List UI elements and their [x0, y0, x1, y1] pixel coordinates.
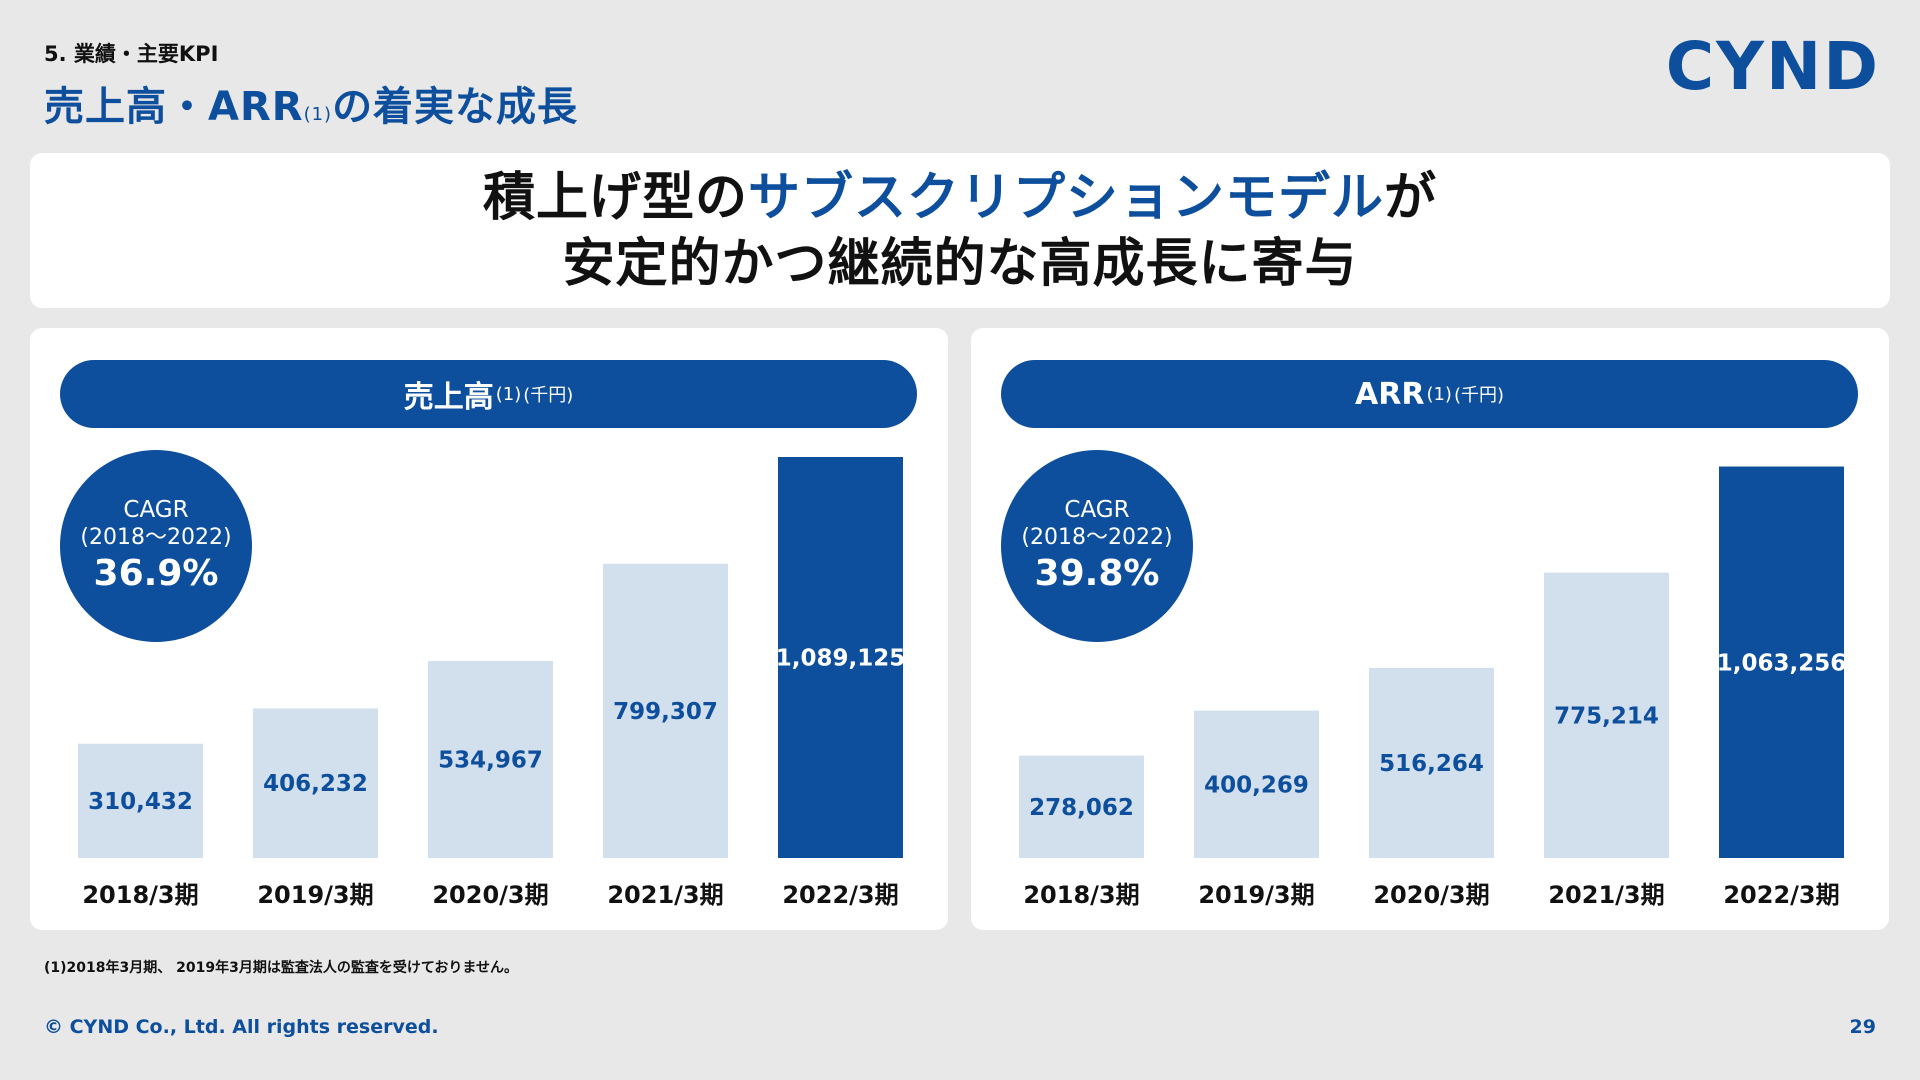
data-label: 400,269	[1204, 772, 1309, 798]
category-label: 2020/3期	[1373, 881, 1489, 909]
arr-chart: 278,062 2018/3期 400,269 2019/3期 516,264 2020/…	[1019, 466, 1847, 909]
arr-chart-card: 278,062 2018/3期 400,269 2019/3期 516,264 2020/…	[971, 328, 1889, 930]
headline-post: が	[1384, 167, 1438, 228]
footnote: (1)2018年3月期、 2019年3月期は監査法人の監査を受けておりません。	[44, 960, 518, 976]
bar-2019/3期	[1194, 710, 1319, 858]
page-title: 売上高・ARR(1)の着実な成長	[44, 74, 578, 132]
revenue-title-unit: (千円)	[523, 385, 574, 406]
bar-2021/3期	[1544, 572, 1669, 858]
revenue-chart-card: 310,432 2018/3期 406,232 2019/3期 534,967 2020/…	[30, 328, 948, 930]
revenue-chart: 310,432 2018/3期 406,232 2019/3期 534,967 2020/…	[78, 457, 906, 909]
data-label: 534,967	[438, 748, 543, 774]
data-label: 1,089,125	[776, 646, 906, 672]
category-label: 2018/3期	[1023, 881, 1139, 909]
bar-2022/3期	[778, 457, 903, 858]
page-title-end: の着実な成長	[332, 84, 579, 130]
arr-cagr-badge: CAGR (2018～2022) 39.8%	[1001, 450, 1193, 642]
category-label: 2018/3期	[82, 881, 198, 909]
bar-2022/3期	[1719, 466, 1844, 858]
arr-title-text: ARR	[1355, 376, 1425, 412]
revenue-title-text: 売上高	[403, 380, 494, 415]
category-label: 2021/3期	[607, 881, 723, 909]
revenue-title-note: (1)	[495, 383, 522, 405]
data-label: 278,062	[1029, 795, 1134, 821]
copyright: © CYND Co., Ltd. All rights reserved.	[44, 1016, 439, 1038]
revenue-cagr-badge: CAGR (2018～2022) 36.9%	[60, 450, 252, 642]
category-label: 2022/3期	[1723, 881, 1839, 909]
cagr-period: (2018～2022)	[1021, 525, 1173, 550]
category-label: 2022/3期	[782, 881, 898, 909]
data-label: 406,232	[263, 771, 368, 797]
data-label: 1,063,256	[1717, 650, 1847, 676]
page-number: 29	[1849, 1016, 1876, 1038]
data-label: 799,307	[613, 699, 718, 725]
category-label: 2021/3期	[1548, 881, 1664, 909]
cagr-value: 36.9%	[93, 553, 219, 594]
bar-2020/3期	[1369, 667, 1494, 858]
revenue-chart-title: 売上高 (1) (千円)	[60, 360, 917, 428]
headline-accent: サブスクリプションモデル	[747, 167, 1384, 228]
cagr-label: CAGR	[123, 497, 189, 523]
headline-line-1: 積上げ型のサブスクリプションモデルが	[483, 165, 1437, 231]
headline-card: 積上げ型のサブスクリプションモデルが 安定的かつ継続的な高成長に寄与	[30, 153, 1890, 308]
logo: CYND	[1665, 28, 1880, 105]
bar-2018/3期	[78, 743, 203, 858]
arr-title-unit: (千円)	[1453, 385, 1504, 406]
cagr-label: CAGR	[1064, 497, 1130, 523]
cagr-value: 39.8%	[1034, 553, 1160, 594]
arr-title-note: (1)	[1426, 383, 1452, 405]
page-title-main: 売上高・ARR	[44, 84, 304, 130]
headline-line-2: 安定的かつ継続的な高成長に寄与	[562, 233, 1358, 294]
bar-2020/3期	[428, 661, 553, 858]
category-label: 2019/3期	[257, 881, 373, 909]
data-label: 775,214	[1554, 703, 1659, 729]
cagr-period: (2018～2022)	[80, 525, 232, 550]
page-title-note: (1)	[303, 104, 333, 125]
category-label: 2019/3期	[1198, 881, 1314, 909]
headline-pre: 積上げ型の	[482, 167, 748, 228]
bar-2021/3期	[603, 563, 728, 858]
bar-2019/3期	[253, 708, 378, 858]
bar-2018/3期	[1019, 755, 1144, 858]
arr-chart-title: ARR (1) (千円)	[1001, 360, 1858, 428]
data-label: 516,264	[1379, 751, 1484, 777]
data-label: 310,432	[88, 789, 193, 815]
section-label: 5. 業績・主要KPI	[44, 42, 219, 66]
category-label: 2020/3期	[432, 881, 548, 909]
